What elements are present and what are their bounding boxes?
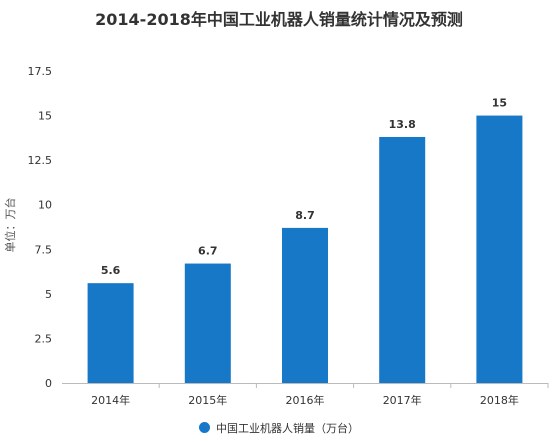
y-tick-label: 2.5 [35,332,53,345]
y-tick-label: 7.5 [35,243,53,256]
x-tick-label: 2017年 [383,393,422,407]
y-tick-label: 12.5 [28,154,53,167]
chart-title: 2014-2018年中国工业机器人销量统计情况及预测 [95,10,463,29]
bar [282,227,328,383]
legend: 中国工业机器人销量（万台） [0,420,558,436]
bar [87,283,134,383]
y-tick-label: 15 [38,110,52,123]
data-label: 5.6 [101,264,121,277]
data-label: 13.8 [389,118,416,131]
x-axis: 2014年 2015年 2016年 2017年 2018年 [62,383,549,407]
y-tick-label: 10 [38,199,52,212]
legend-swatch [199,422,210,433]
y-tick-label: 17.5 [28,65,53,78]
y-tick-label: 0 [45,377,52,390]
y-axis: 0 2.5 5 7.5 10 12.5 15 17.5 [28,65,53,390]
legend-label: 中国工业机器人销量（万台） [216,422,359,435]
x-tick-label: 2015年 [188,393,227,407]
bar [379,136,426,383]
bar [476,115,523,384]
bars: 5.6 6.7 8.7 13.8 15 [87,97,523,384]
y-axis-label: 单位：万台 [3,198,17,253]
y-tick-label: 5 [45,288,52,301]
x-tick-label: 2014年 [91,393,130,407]
x-tick-label: 2018年 [480,393,519,407]
data-label: 8.7 [295,209,315,222]
x-tick-label: 2016年 [286,393,325,407]
data-label: 6.7 [198,245,218,258]
bar [184,263,231,383]
data-label: 15 [492,97,507,110]
